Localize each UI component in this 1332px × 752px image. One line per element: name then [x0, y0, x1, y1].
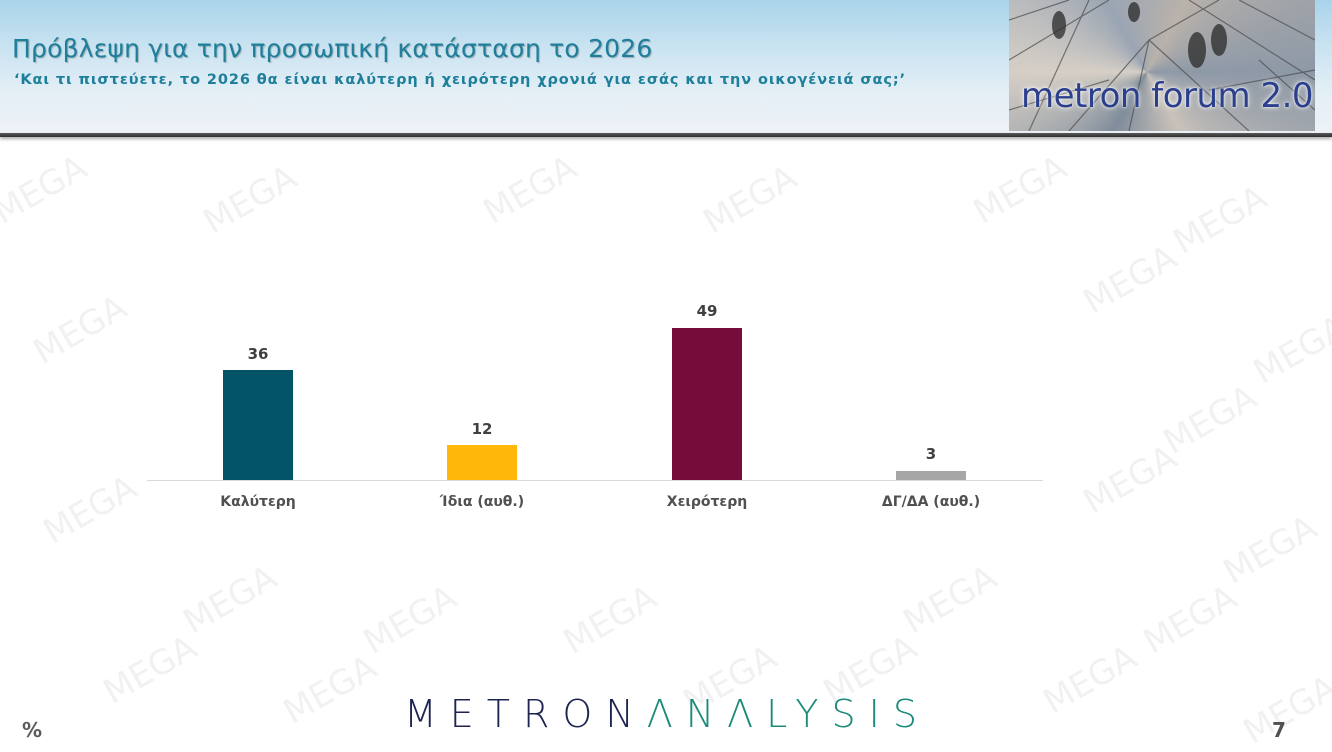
logo-analysis: ΛNΛLYSIS	[646, 692, 930, 736]
page-number: 7	[1272, 718, 1286, 742]
bar-better	[223, 370, 293, 480]
unit-label: %	[22, 718, 43, 742]
bar-label-dk-na: ΔΓ/ΔΑ (αυθ.)	[881, 494, 981, 510]
metron-analysis-logo: METRONΛNΛLYSIS	[404, 692, 930, 736]
slide-header: Πρόβλεψη για την προσωπική κατάσταση το …	[0, 0, 1332, 133]
metron-forum-logo: metron forum 2.0	[1009, 0, 1315, 131]
bar-label-same: Ίδια (αυθ.)	[439, 494, 525, 510]
bar-value-worse: 49	[696, 302, 718, 320]
bar-value-same: 12	[471, 420, 493, 438]
bar-worse	[672, 328, 742, 480]
bar-label-worse: Χειρότερη	[666, 494, 748, 510]
logo-metron: METRON	[404, 692, 647, 736]
triangular-pattern-icon	[1009, 0, 1315, 131]
bar-value-dk-na: 3	[925, 445, 937, 463]
bar-value-better: 36	[247, 345, 269, 363]
bar-same	[447, 445, 517, 480]
slide-subtitle: ‘Και τι πιστεύετε, το 2026 θα είναι καλύ…	[14, 72, 906, 88]
x-axis	[147, 480, 1043, 481]
bar-label-better: Καλύτερη	[220, 494, 296, 510]
bar-dk-na	[896, 471, 966, 480]
slide-title: Πρόβλεψη για την προσωπική κατάσταση το …	[12, 34, 653, 63]
header-divider	[0, 133, 1332, 137]
logo-text: metron forum 2.0	[1021, 76, 1314, 116]
